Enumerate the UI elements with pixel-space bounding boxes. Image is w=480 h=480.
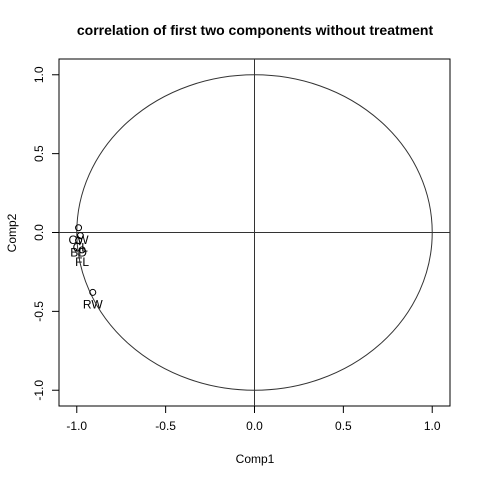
correlation-circle [76,74,433,391]
x-tick-label: 0.0 [246,419,263,433]
y-tick-label: 0.5 [32,145,46,162]
data-point [75,224,83,232]
data-point [89,288,97,296]
y-tick-label: 1.0 [32,66,46,83]
x-tick-label: -0.5 [155,419,176,433]
x-axis-label: Comp1 [236,452,275,466]
data-point-label: FL [75,255,89,269]
chart-title: correlation of first two components with… [77,22,434,38]
data-point [75,236,83,244]
plot-area: -1.0 -0.5 0.0 0.5 1.0-1.0-0.50.00.51.0CWCLBD… [32,58,451,433]
data-point-label: BD [70,245,87,259]
x-tick-label: 1.0 [424,419,441,433]
data-point-label: RW [83,297,103,311]
y-tick-label: -1.0 [32,380,46,401]
data-point-label: CW [69,233,90,247]
y-tick-label: -0.5 [32,301,46,322]
data-point [78,246,86,254]
y-tick-label: 0.0 [32,224,46,241]
x-tick-label: -1.0 [66,419,87,433]
y-axis-label: Comp2 [5,213,19,252]
x-tick-label: 0.5 [335,419,352,433]
data-point [76,232,84,240]
